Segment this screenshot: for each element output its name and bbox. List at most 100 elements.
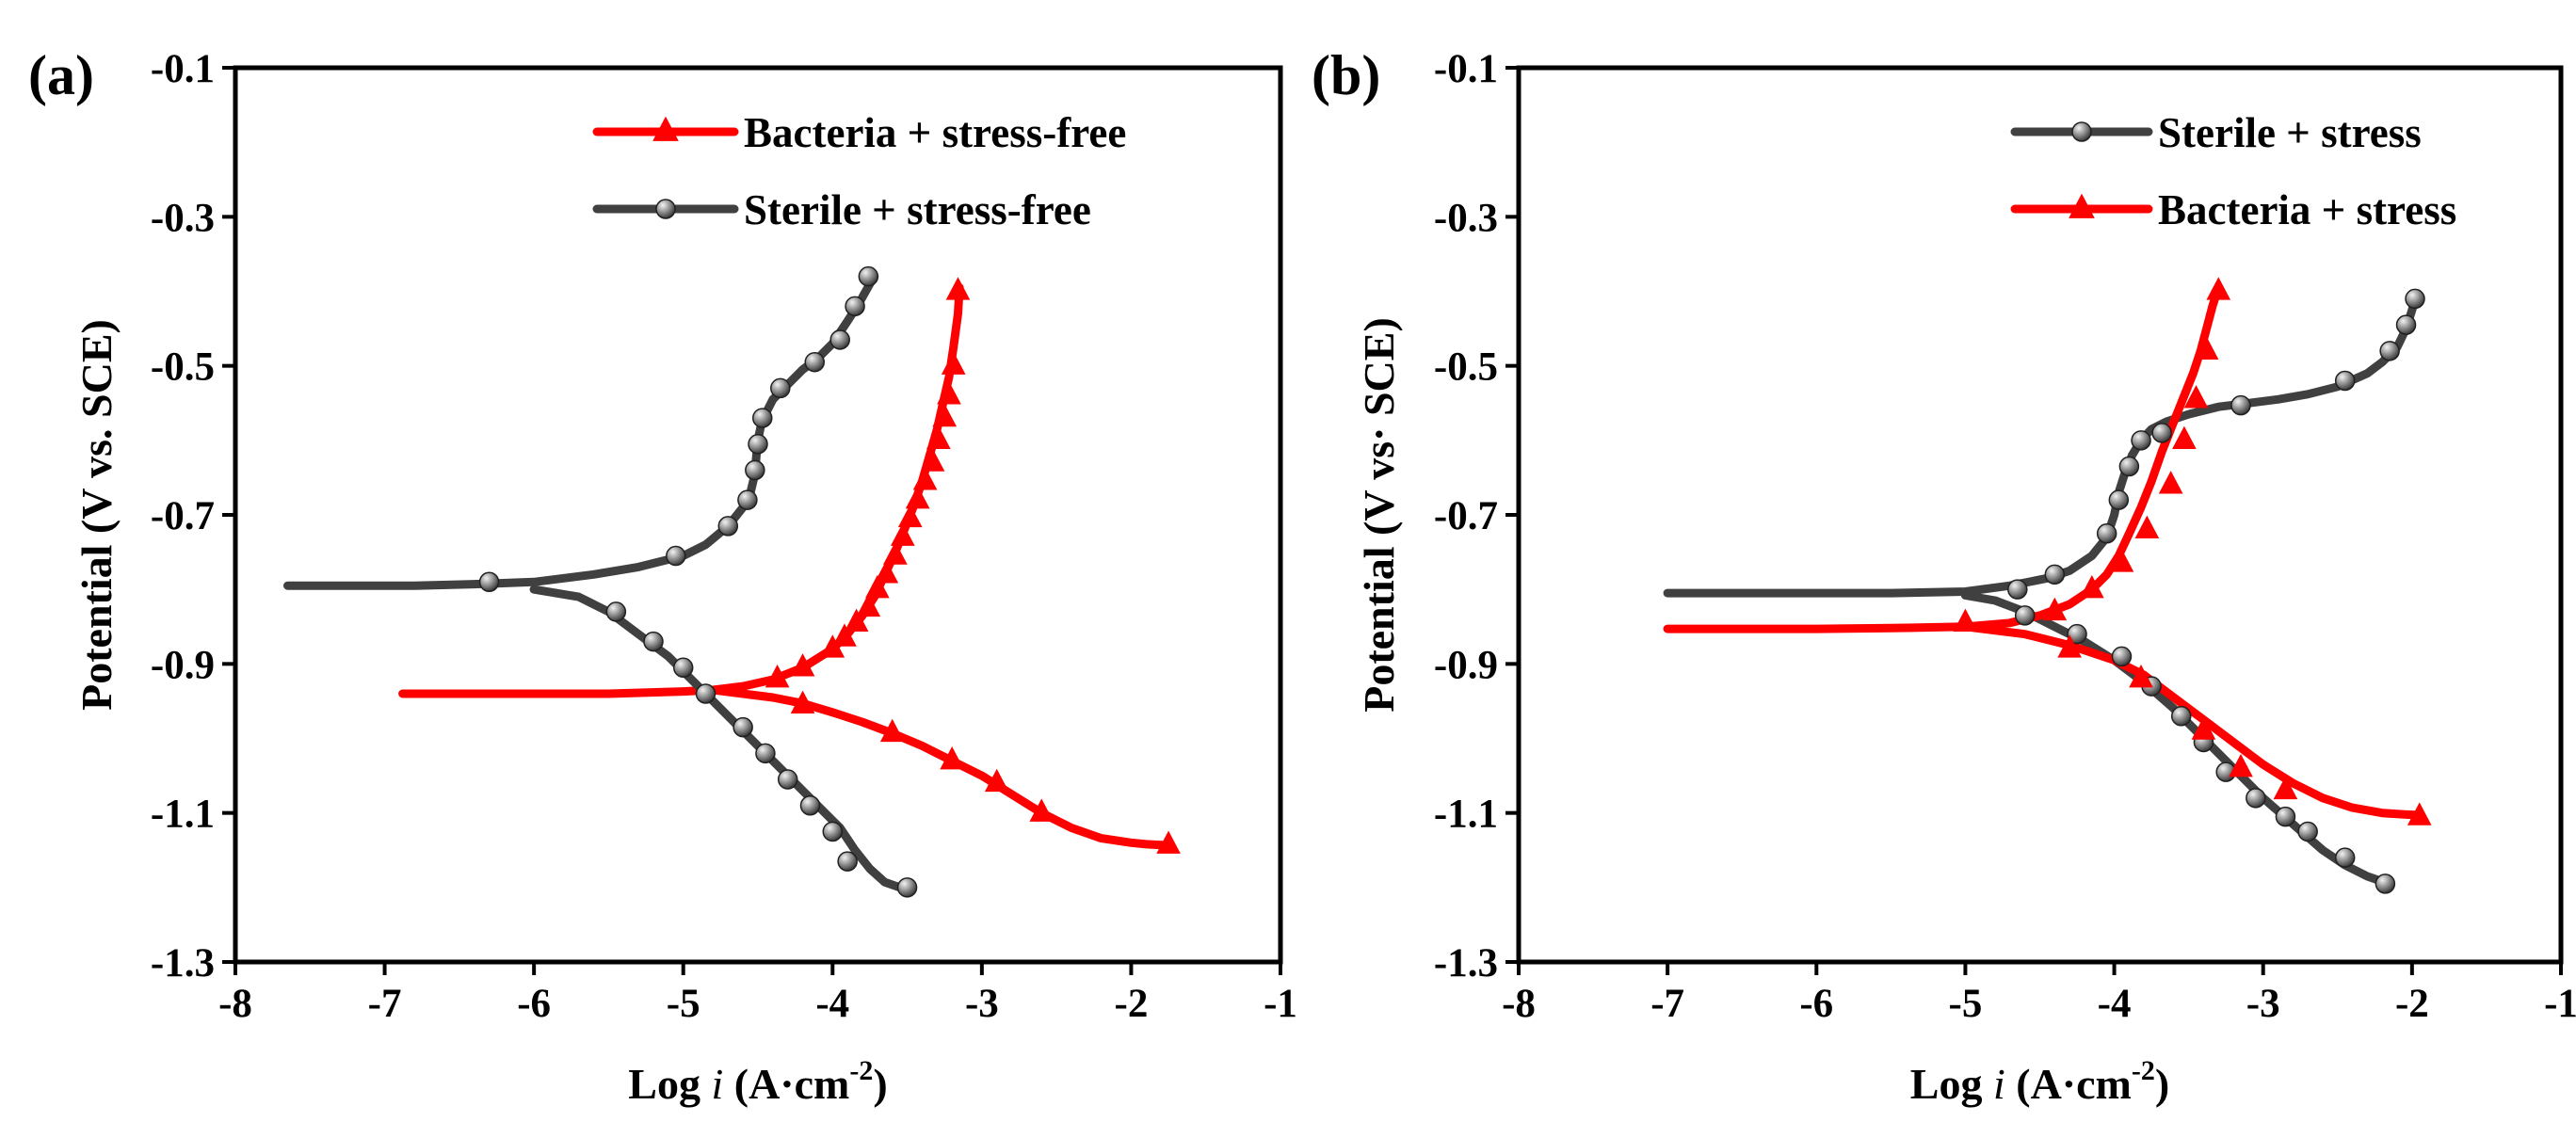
triangle-marker (790, 653, 815, 677)
triangle-marker (790, 690, 815, 714)
triangle-marker (1029, 798, 1055, 822)
triangle-marker (2158, 471, 2183, 494)
y-axis-title: Potential (V vs. SCE) (72, 319, 121, 711)
sphere-marker (2071, 121, 2092, 142)
sphere-marker (2151, 423, 2172, 443)
sphere-marker (737, 489, 758, 510)
sphere-marker (2131, 430, 2151, 451)
sphere-marker (829, 329, 850, 350)
y-tick-label: -0.3 (1434, 196, 1498, 240)
sphere-marker (2067, 623, 2087, 645)
sphere-marker (717, 516, 739, 537)
sphere-marker (755, 743, 776, 764)
series-line (1663, 283, 2223, 633)
sphere-marker (672, 657, 694, 679)
legend-label: Sterile + stress-free (744, 186, 1091, 233)
triangle-marker (2191, 716, 2216, 740)
triangle-marker (765, 664, 790, 688)
y-tick-label: -0.1 (1434, 47, 1498, 91)
x-tick-label: -5 (1949, 982, 1983, 1026)
x-axis-title: Log i (A·cm-2) (628, 1055, 887, 1108)
triangle-marker (941, 351, 966, 375)
sphere-marker (2170, 706, 2192, 727)
sphere-marker (2375, 874, 2396, 894)
y-tick-label: -0.3 (151, 196, 215, 240)
sphere-marker (2096, 523, 2117, 544)
y-tick-label: -1.3 (1434, 941, 1498, 986)
x-tick-label: -1 (2544, 982, 2576, 1026)
x-axis-title: Log i (A·cm-2) (1910, 1055, 2169, 1108)
triangle-marker (937, 381, 961, 405)
panel-a: -8 -7 -6 -5 -4 -3 -2 -1 -1.3 -1.1 -0.9 -0.7 -0.5 -0.3… (28, 44, 1297, 1108)
x-tick-label: -4 (815, 982, 849, 1026)
y-tick-label: -1.3 (151, 941, 215, 986)
series-line (529, 585, 909, 892)
y-tick-label: -0.1 (151, 47, 215, 91)
sphere-marker (858, 265, 879, 287)
legend-label: Sterile + stress (2158, 109, 2422, 156)
triangle-marker (2069, 193, 2095, 218)
triangle-marker (890, 522, 915, 546)
triangle-marker (652, 116, 679, 141)
sphere-marker (770, 377, 791, 399)
sphere-marker (2405, 288, 2425, 310)
y-tick-label: -0.5 (1434, 345, 1498, 390)
triangle-marker (945, 277, 971, 300)
triangle-marker (940, 746, 964, 770)
sphere-marker (2334, 847, 2356, 868)
panel-label: (a) (28, 44, 94, 106)
triangle-marker (2057, 634, 2082, 658)
triangle-marker (926, 425, 951, 449)
y-tick-label: -1.1 (1434, 793, 1498, 837)
triangle-marker (932, 403, 958, 427)
sphere-marker (845, 296, 865, 317)
sphere-marker (2246, 788, 2266, 809)
triangle-marker (2407, 802, 2432, 825)
series-line (1960, 622, 2424, 820)
triangle-marker (2206, 277, 2231, 300)
sphere-marker (605, 601, 627, 622)
y-tick-label: -0.5 (151, 345, 215, 390)
sphere-marker (777, 769, 798, 790)
sphere-marker (752, 408, 773, 428)
x-tick-label: -6 (517, 982, 551, 1026)
series-line (283, 272, 879, 590)
sphere-marker (2118, 456, 2140, 477)
triangle-marker (897, 504, 923, 528)
series-line (1663, 294, 2420, 598)
sphere-marker (837, 851, 858, 872)
triangle-marker (2273, 776, 2298, 800)
sphere-marker (2111, 646, 2133, 667)
x-tick-label: -2 (1115, 982, 1149, 1026)
sphere-marker (655, 199, 676, 219)
triangle-marker (883, 541, 908, 565)
x-tick-label: -6 (1799, 982, 1833, 1026)
sphere-marker (2108, 489, 2130, 510)
x-tick-label: -3 (2246, 982, 2280, 1026)
triangle-marker (874, 560, 899, 584)
sphere-marker (748, 434, 768, 455)
triangle-marker (905, 485, 930, 509)
triangle-marker (879, 718, 905, 743)
sphere-marker (896, 877, 918, 898)
sphere-marker (799, 795, 821, 816)
panel-b: -8 -7 -6 -5 -4 -3 -2 -1 -1.3 -1.1 -0.9 -0.7 -0.5 -0.3… (1312, 44, 2576, 1108)
panel-label: (b) (1312, 44, 1380, 106)
triangle-marker (2172, 425, 2197, 449)
sphere-marker (2334, 370, 2356, 392)
sphere-marker (2014, 605, 2036, 626)
triangle-marker (2080, 574, 2104, 599)
sphere-marker (2275, 806, 2296, 827)
triangle-marker (984, 768, 1009, 793)
sphere-marker (2230, 394, 2251, 416)
triangle-marker (832, 623, 857, 647)
triangle-marker (1156, 830, 1181, 854)
triangle-marker (2109, 549, 2134, 572)
x-tick-label: -3 (965, 982, 999, 1026)
x-tick-label: -2 (2395, 982, 2429, 1026)
legend: Bacteria + stress-free Sterile + stress-f… (592, 109, 1126, 233)
triangle-marker (1953, 608, 1978, 632)
series-line (398, 283, 964, 698)
triangle-marker (865, 574, 890, 599)
